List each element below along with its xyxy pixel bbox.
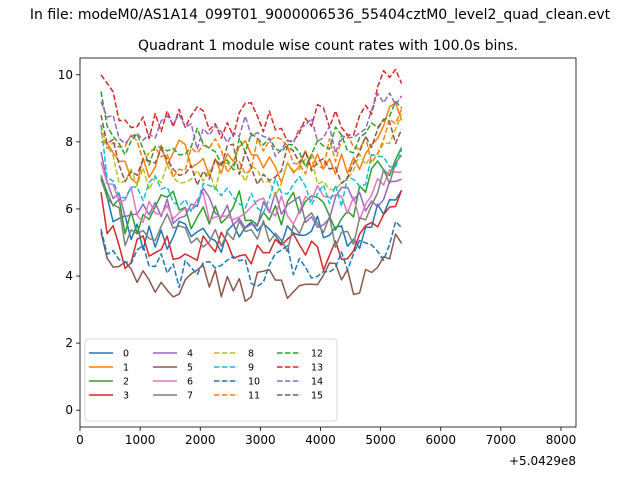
y-axis-ticks: 0 2 4 6 8 10 bbox=[58, 68, 80, 417]
series-line-4 bbox=[100, 151, 402, 229]
x-axis-ticks: 0 1000 2000 3000 4000 5000 6000 7000 8000 bbox=[76, 427, 576, 447]
legend-label-8: 8 bbox=[248, 349, 254, 360]
series-line-2 bbox=[100, 147, 403, 235]
legend-label-14: 14 bbox=[311, 377, 323, 388]
x-tick-label: 0 bbox=[76, 433, 84, 447]
legend-label-3: 3 bbox=[123, 391, 129, 402]
legend-label-13: 13 bbox=[311, 363, 323, 374]
series-line-10 bbox=[100, 220, 403, 289]
x-tick-label: 4000 bbox=[305, 433, 336, 447]
legend-label-1: 1 bbox=[123, 363, 129, 374]
legend-label-4: 4 bbox=[187, 349, 193, 360]
y-tick-label: 6 bbox=[65, 202, 73, 216]
x-tick-label: 5000 bbox=[365, 433, 396, 447]
y-tick-label: 10 bbox=[58, 68, 73, 82]
y-tick-label: 4 bbox=[65, 269, 73, 283]
legend-label-9: 9 bbox=[248, 363, 254, 374]
series-line-15 bbox=[100, 114, 403, 186]
series-layer bbox=[100, 68, 403, 303]
chart-title: Quadrant 1 module wise count rates with … bbox=[138, 38, 518, 54]
legend-label-6: 6 bbox=[187, 377, 193, 388]
x-tick-label: 3000 bbox=[245, 433, 276, 447]
series-line-9 bbox=[100, 125, 403, 214]
y-tick-label: 0 bbox=[65, 403, 73, 417]
x-tick-label: 7000 bbox=[486, 433, 517, 447]
legend-frame bbox=[84, 338, 338, 422]
series-line-6 bbox=[100, 161, 402, 225]
series-line-13 bbox=[100, 68, 403, 142]
x-tick-label: 8000 bbox=[546, 433, 577, 447]
plot-frame bbox=[79, 57, 577, 428]
legend-label-12: 12 bbox=[311, 349, 323, 360]
series-line-3 bbox=[100, 189, 403, 271]
series-line-11 bbox=[100, 108, 403, 178]
series-line-8 bbox=[100, 114, 403, 198]
series-line-14 bbox=[100, 92, 403, 158]
legend-label-11: 11 bbox=[248, 391, 260, 402]
y-tick-label: 8 bbox=[65, 135, 73, 149]
legend-label-2: 2 bbox=[123, 377, 129, 388]
legend-label-5: 5 bbox=[187, 363, 193, 374]
series-line-7 bbox=[100, 154, 403, 253]
figure-suptitle: In file: modeM0/AS1A14_099T01_9000006536… bbox=[30, 7, 611, 23]
legend-label-15: 15 bbox=[311, 391, 323, 402]
x-tick-label: 2000 bbox=[185, 433, 216, 447]
legend-label-0: 0 bbox=[123, 349, 129, 360]
series-line-5 bbox=[100, 232, 403, 303]
x-tick-label: 6000 bbox=[425, 433, 456, 447]
legend-label-7: 7 bbox=[187, 391, 193, 402]
x-offset-label: +5.0429e8 bbox=[509, 454, 576, 468]
legend-label-10: 10 bbox=[248, 377, 260, 388]
x-tick-label: 1000 bbox=[125, 433, 156, 447]
y-tick-label: 2 bbox=[65, 336, 73, 350]
series-line-1 bbox=[100, 102, 403, 185]
